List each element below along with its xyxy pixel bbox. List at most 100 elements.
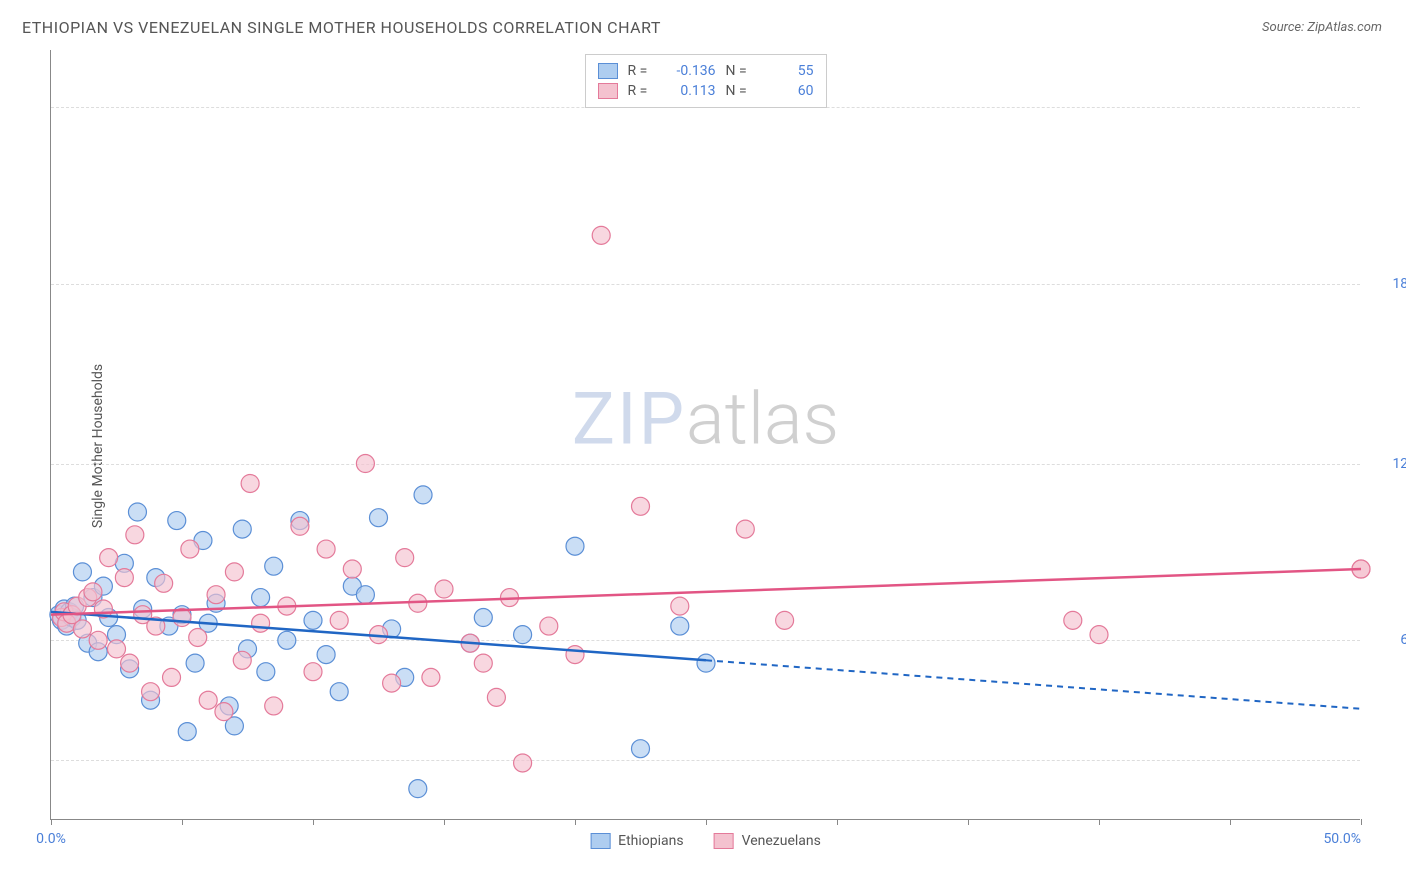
data-point <box>207 586 225 604</box>
series-legend-item: Venezuelans <box>714 833 821 849</box>
data-point <box>592 226 610 244</box>
x-tick <box>1361 819 1362 825</box>
n-value: 55 <box>764 63 814 79</box>
data-point <box>73 563 91 581</box>
data-point <box>128 503 146 521</box>
r-value: 0.113 <box>666 83 716 99</box>
plot-svg <box>51 50 1360 819</box>
y-tick-label: 12.5% <box>1370 456 1406 472</box>
data-point <box>181 540 199 558</box>
data-point <box>225 563 243 581</box>
data-point <box>474 654 492 672</box>
data-point <box>422 668 440 686</box>
data-point <box>370 509 388 527</box>
data-point <box>233 520 251 538</box>
data-point <box>252 589 270 607</box>
data-point <box>73 620 91 638</box>
data-point <box>356 586 374 604</box>
data-point <box>330 683 348 701</box>
correlation-legend-row: R =0.113N =60 <box>598 81 814 101</box>
x-tick <box>1230 819 1231 825</box>
data-point <box>115 569 133 587</box>
legend-swatch <box>590 833 610 849</box>
x-tick <box>444 819 445 825</box>
data-point <box>356 455 374 473</box>
data-point <box>487 688 505 706</box>
data-point <box>317 646 335 664</box>
r-value: -0.136 <box>666 63 716 79</box>
x-tick <box>575 819 576 825</box>
data-point <box>155 574 173 592</box>
data-point <box>304 611 322 629</box>
x-tick-label: 0.0% <box>36 831 66 847</box>
data-point <box>776 611 794 629</box>
r-label: R = <box>628 63 656 79</box>
data-point <box>199 691 217 709</box>
x-tick-label: 50.0% <box>1323 831 1361 847</box>
series-legend-item: Ethiopians <box>590 833 683 849</box>
n-label: N = <box>726 63 754 79</box>
data-point <box>265 697 283 715</box>
data-point <box>233 651 251 669</box>
data-point <box>514 754 532 772</box>
data-point <box>414 486 432 504</box>
data-point <box>252 614 270 632</box>
legend-swatch <box>714 833 734 849</box>
data-point <box>383 674 401 692</box>
legend-swatch <box>598 63 618 79</box>
data-point <box>178 723 196 741</box>
data-point <box>163 668 181 686</box>
y-tick-label: 18.8% <box>1370 276 1406 292</box>
data-point <box>632 740 650 758</box>
trend-line <box>51 612 706 660</box>
x-tick <box>313 819 314 825</box>
data-point <box>142 683 160 701</box>
data-point <box>89 631 107 649</box>
data-point <box>100 549 118 567</box>
series-legend: Ethiopians Venezuelans <box>590 833 821 849</box>
data-point <box>126 526 144 544</box>
data-point <box>168 512 186 530</box>
data-point <box>409 780 427 798</box>
data-point <box>121 654 139 672</box>
series-legend-label: Venezuelans <box>742 833 821 849</box>
data-point <box>1064 611 1082 629</box>
data-point <box>1090 626 1108 644</box>
data-point <box>265 557 283 575</box>
data-point <box>632 497 650 515</box>
data-point <box>186 654 204 672</box>
data-point <box>343 560 361 578</box>
data-point <box>257 663 275 681</box>
chart-container: ETHIOPIAN VS VENEZUELAN SINGLE MOTHER HO… <box>0 0 1406 892</box>
plot-area: ZIPatlas R =-0.136N =55R =0.113N =60 Eth… <box>50 50 1360 820</box>
chart-source: Source: ZipAtlas.com <box>1262 20 1382 35</box>
data-point <box>736 520 754 538</box>
correlation-legend: R = -0.136 N = 55R = 0.113 N = 60 <box>585 54 827 108</box>
data-point <box>671 617 689 635</box>
x-tick <box>968 819 969 825</box>
data-point <box>330 611 348 629</box>
n-label: N = <box>726 83 754 99</box>
trend-line <box>51 569 1361 615</box>
correlation-legend-row: R = -0.136 N = 55 <box>598 61 814 81</box>
y-tick-label: 6.3% <box>1370 632 1406 648</box>
series-legend-label: Ethiopians <box>618 833 683 849</box>
data-point <box>540 617 558 635</box>
x-tick <box>837 819 838 825</box>
x-tick <box>1099 819 1100 825</box>
x-tick <box>706 819 707 825</box>
data-point <box>241 474 259 492</box>
n-value: 60 <box>764 83 814 99</box>
data-point <box>108 640 126 658</box>
x-tick <box>51 819 52 825</box>
data-point <box>474 609 492 627</box>
data-point <box>304 663 322 681</box>
data-point <box>84 583 102 601</box>
data-point <box>317 540 335 558</box>
data-point <box>189 628 207 646</box>
data-point <box>291 517 309 535</box>
data-point <box>215 703 233 721</box>
x-tick <box>182 819 183 825</box>
data-point <box>396 549 414 567</box>
data-point <box>566 537 584 555</box>
